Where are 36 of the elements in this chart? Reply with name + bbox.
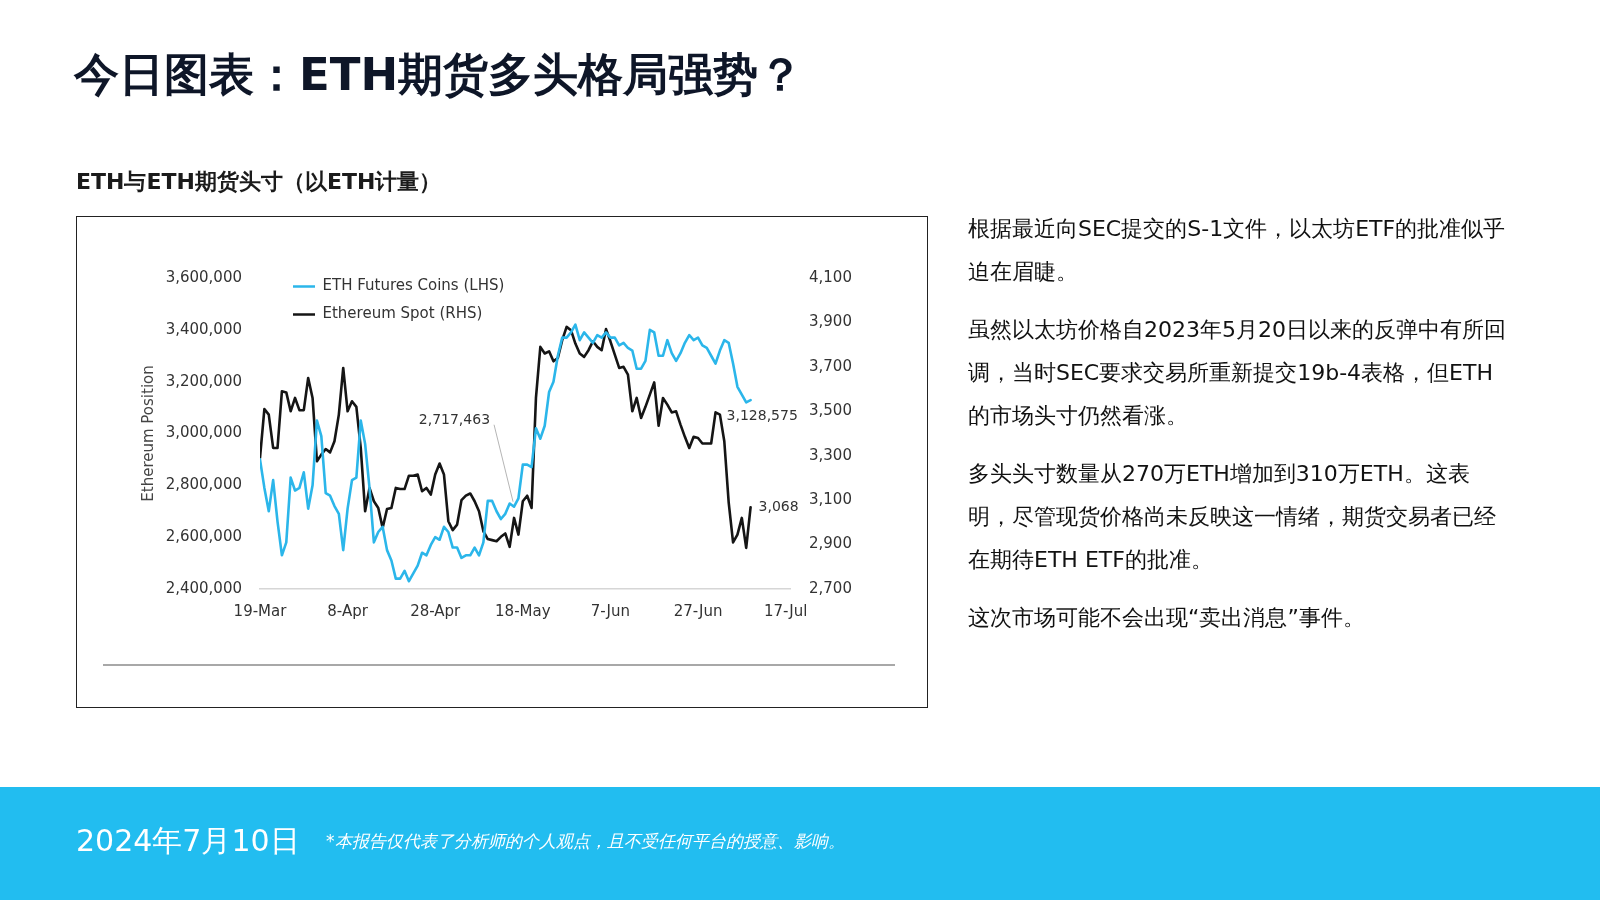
data-label: 2,717,463 [418, 411, 491, 428]
legend-label: Ethereum Spot (RHS) [322, 304, 483, 323]
y2-tick-label: 2,900 [809, 534, 852, 553]
y2-tick-label: 2,700 [809, 578, 852, 597]
y-tick-label: 2,400,000 [165, 578, 242, 597]
y-tick-label: 2,800,000 [165, 475, 242, 494]
x-tick-label: 18-May [495, 601, 551, 620]
text: 虽然以太坊价格自2023年5月20日以来的反弹中有所回调，当时SEC要求交易所重新提交19b-4表格，但ETH的市场头寸仍然看涨。 [968, 316, 1507, 430]
text: *本报告仅代表了分析师的个人观点，且不受任何平台的授意、影响。 [326, 830, 845, 853]
y2-tick-label: 4,100 [809, 267, 852, 286]
y-tick-label: 3,400,000 [165, 319, 242, 338]
text: 这次市场可能不会出现“卖出消息”事件。 [968, 604, 1366, 632]
y-axis-title: Ethereum Position [138, 365, 157, 502]
text: 2024年7月10日 [76, 822, 300, 860]
x-tick-label: 17-Jul [763, 601, 808, 620]
x-tick-label: 27-Jun [673, 601, 723, 620]
y-tick-label: 3,600,000 [165, 267, 242, 286]
legend-label: ETH Futures Coins (LHS) [322, 276, 505, 295]
x-tick-label: 7-Jun [590, 601, 631, 620]
y-tick-label: 3,200,000 [165, 371, 242, 390]
y2-tick-label: 3,700 [809, 356, 852, 375]
y2-tick-label: 3,500 [809, 401, 852, 420]
chart-title: 今日图表：ETH期货多头格局强势？ [74, 47, 804, 103]
data-label: 3,128,575 [726, 406, 798, 423]
text: 多头头寸数量从270万ETH增加到310万ETH。这表明，尽管现货价格尚未反映这一情绪，期货交易者已经在期待ETH ETF的批准。 [968, 460, 1497, 574]
y-tick-label: 3,000,000 [165, 423, 242, 442]
x-tick-label: 8-Apr [327, 601, 369, 620]
y2-tick-label: 3,100 [809, 490, 852, 509]
text: 根据最近向SEC提交的S-1文件，以太坊ETF的批准似乎迫在眉睫。 [968, 215, 1507, 286]
chart-subtitle: ETH与ETH期货头寸（以ETH计量） [76, 168, 442, 196]
x-tick-label: 19-Mar [233, 601, 288, 620]
y-tick-label: 2,600,000 [165, 527, 242, 546]
x-tick-label: 28-Apr [410, 601, 462, 620]
data-label: 3,068 [758, 497, 799, 514]
y2-tick-label: 3,300 [809, 445, 852, 464]
y2-tick-label: 3,900 [809, 312, 852, 331]
